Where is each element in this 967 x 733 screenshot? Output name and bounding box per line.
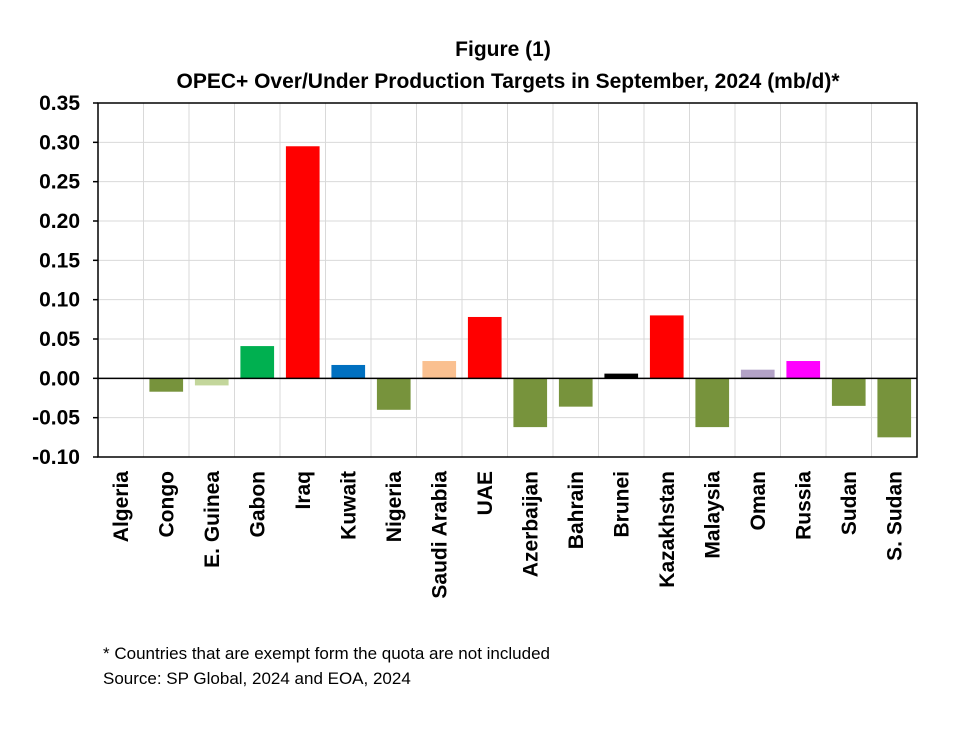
bar xyxy=(285,146,320,379)
y-tick-label: 0.35 xyxy=(39,92,80,115)
y-tick-label: 0.10 xyxy=(39,289,80,312)
y-tick-label: -0.10 xyxy=(32,446,80,469)
y-tick-label: 0.15 xyxy=(39,249,80,272)
bar xyxy=(558,378,593,407)
gridlines xyxy=(98,102,917,458)
y-tick-label: 0.00 xyxy=(39,367,80,390)
bar xyxy=(786,361,821,379)
x-tick-label: UAE xyxy=(474,471,497,515)
x-tick-label: Malaysia xyxy=(701,471,724,559)
x-tick-label: Nigeria xyxy=(383,471,406,543)
bar xyxy=(194,378,229,386)
x-tick-label: Congo xyxy=(155,471,178,537)
y-axis-ticks: -0.10 -0.05 0.00 0.05 0.10 0.15 0.20 0.25 0.30 0.… xyxy=(32,92,98,469)
bar xyxy=(877,378,912,438)
x-tick-label: Sudan xyxy=(838,471,861,535)
bar xyxy=(831,378,866,406)
chart-title: Figure (1) xyxy=(455,38,551,61)
bar xyxy=(695,378,730,428)
y-tick-label: 0.30 xyxy=(39,131,80,154)
y-tick-label: 0.20 xyxy=(39,210,80,233)
y-tick-label: 0.05 xyxy=(39,328,80,351)
bar xyxy=(513,378,548,428)
bar xyxy=(240,346,275,379)
x-tick-label: Kuwait xyxy=(337,471,360,540)
footnote: * Countries that are exempt form the quo… xyxy=(103,644,550,663)
x-tick-label: Saudi Arabia xyxy=(428,471,451,599)
x-tick-label: Russia xyxy=(792,471,815,540)
x-tick-label: S. Sudan xyxy=(883,471,906,561)
source-note: Source: SP Global, 2024 and EOA, 2024 xyxy=(103,669,411,688)
x-tick-label: Kazakhstan xyxy=(656,471,679,588)
x-axis-ticks: Algeria Congo E. Guinea Gabon Iraq Kuwait Nige… xyxy=(110,471,907,599)
y-tick-label: 0.25 xyxy=(39,171,80,194)
x-tick-label: Brunei xyxy=(610,471,633,538)
bar xyxy=(740,369,775,379)
plot-area-border xyxy=(97,102,918,458)
bar xyxy=(604,373,639,379)
x-tick-label: Gabon xyxy=(246,471,269,538)
x-tick-label: Iraq xyxy=(292,471,315,510)
x-tick-label: Algeria xyxy=(110,471,133,543)
bar xyxy=(422,361,457,379)
x-tick-label: Oman xyxy=(747,471,770,531)
bar xyxy=(467,316,502,379)
bar xyxy=(331,364,366,379)
y-tick-label: -0.05 xyxy=(32,407,80,430)
bar xyxy=(149,378,184,392)
bar xyxy=(376,378,411,410)
bar xyxy=(649,315,684,379)
x-tick-label: Azerbaijan xyxy=(519,471,542,577)
x-tick-label: Bahrain xyxy=(565,471,588,549)
chart-subtitle: OPEC+ Over/Under Production Targets in S… xyxy=(176,70,840,93)
x-tick-label: E. Guinea xyxy=(201,471,224,568)
bars xyxy=(149,146,912,438)
